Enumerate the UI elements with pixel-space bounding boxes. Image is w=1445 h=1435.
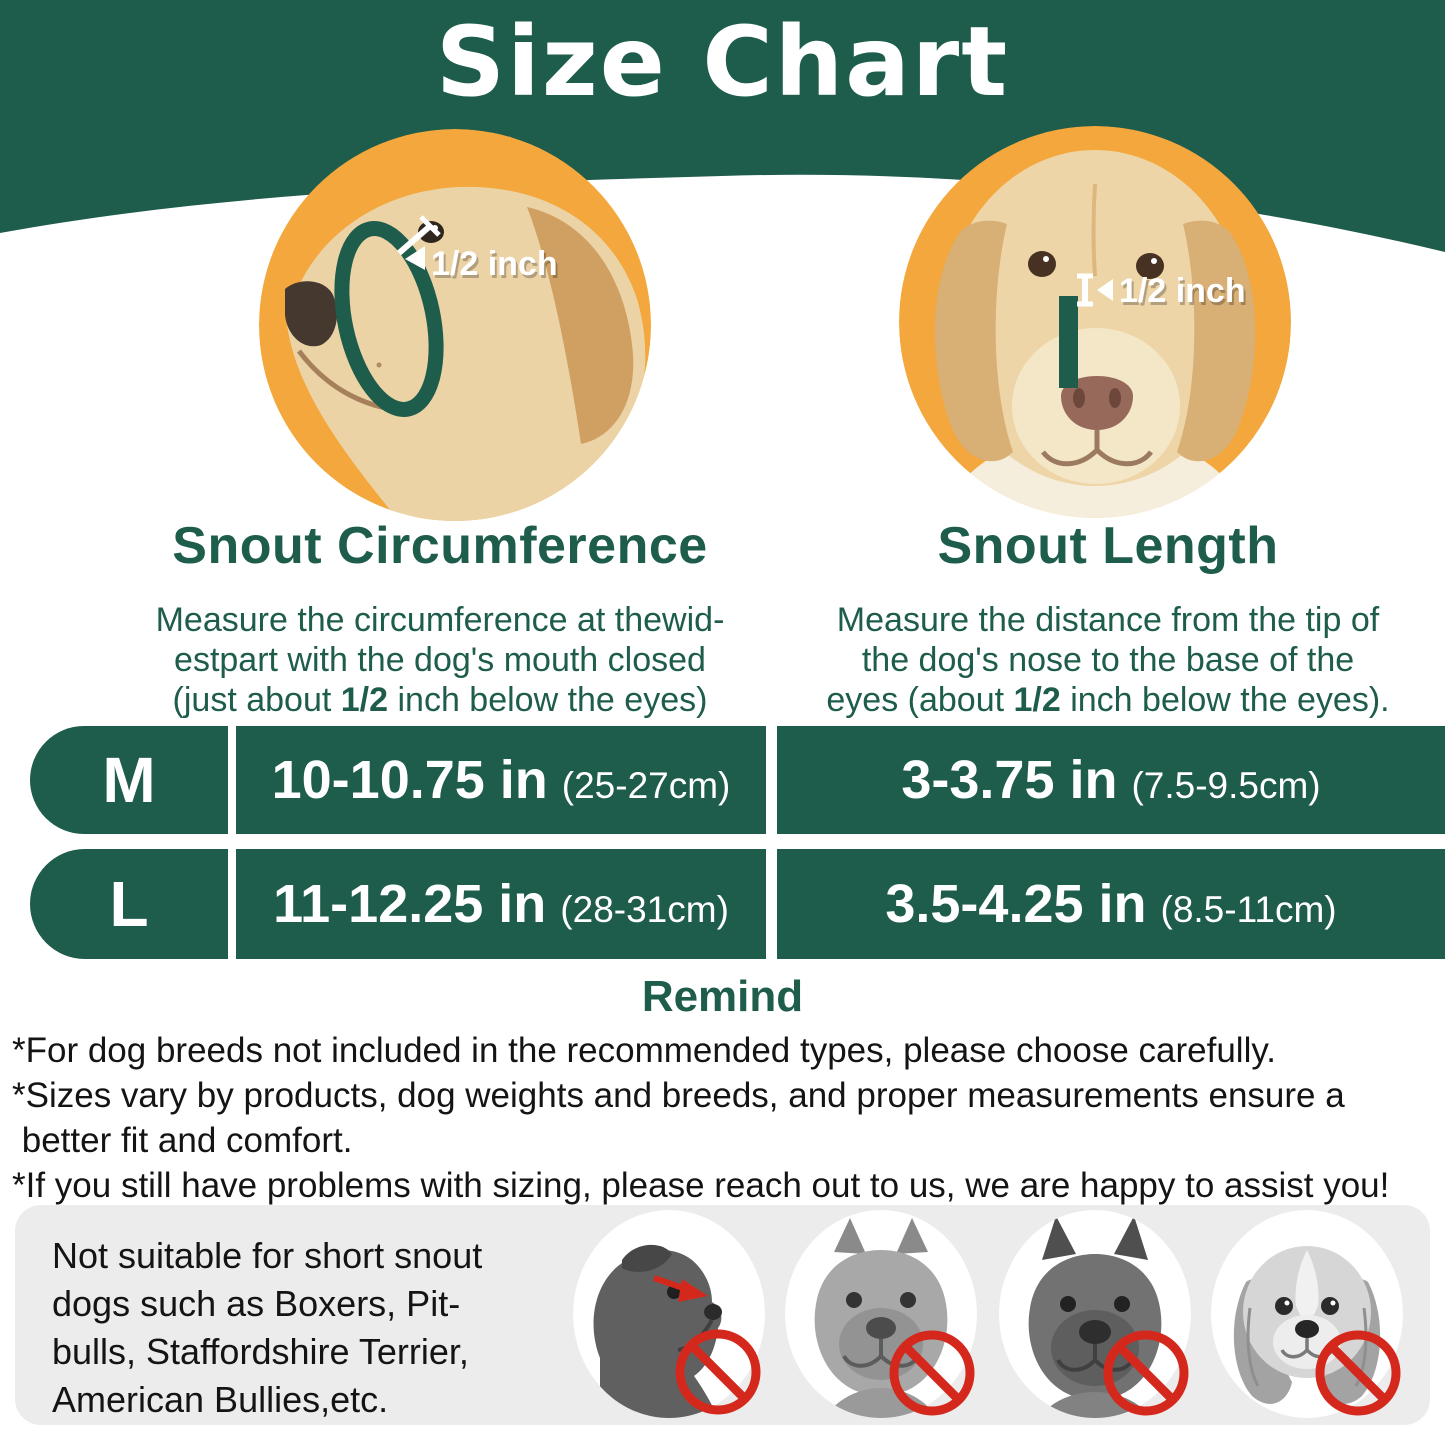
- remind-note-line: *If you still have problems with sizing,…: [12, 1166, 1390, 1205]
- dog-ear: [527, 207, 634, 444]
- notice-line: American Bullies,etc.: [52, 1379, 389, 1420]
- snout-length-heading: Snout Length: [937, 517, 1279, 575]
- snout-length-figure-icon: 1/2 inch 1/2 inch: [899, 126, 1291, 518]
- measuring-ring-icon: [334, 221, 444, 417]
- length-value-cm: (8.5-11cm): [1160, 889, 1337, 930]
- size-l-length-cell: 3.5-4.25 in (8.5-11cm): [777, 849, 1445, 959]
- dog-left-ear: [934, 220, 1013, 462]
- left-arrowhead-icon: [405, 246, 425, 270]
- measuring-bar-icon: [1059, 296, 1078, 388]
- boxer-short-snout-icon: [573, 1210, 765, 1418]
- circumference-value-cm: (28-31cm): [560, 889, 729, 930]
- length-value-inches: 3.5-4.25 in: [885, 874, 1147, 934]
- remind-note-line: better fit and comfort.: [12, 1121, 353, 1160]
- cavalier-spaniel-icon: [1211, 1210, 1403, 1418]
- page-title: Size Chart: [435, 6, 1010, 118]
- notice-line: dogs such as Boxers, Pit-: [52, 1283, 461, 1324]
- circumference-value-cm: (25-27cm): [561, 765, 731, 806]
- snout-circumference-heading: Snout Circumference: [172, 517, 708, 575]
- notice-line: Not suitable for short snout: [52, 1235, 483, 1276]
- staffordshire-terrier-icon: [999, 1210, 1191, 1418]
- not-suitable-text: Not suitable for short snout dogs such a…: [52, 1232, 572, 1424]
- table-row-size-l: L 11-12.25 in (28-31cm) 3.5-4.25 in (8.5-1…: [0, 849, 1445, 959]
- dog-nose: [285, 281, 337, 347]
- annotation-shadow: 1/2 inch: [433, 248, 560, 286]
- table-row-size-m: M 10-10.75 in (25-27cm) 3-3.75 in (7.5-9.5…: [0, 726, 1445, 834]
- remind-note-line: *Sizes vary by products, dog weights and…: [12, 1076, 1345, 1115]
- dog-eye: [1028, 251, 1056, 277]
- remind-notes: *For dog breeds not included in the reco…: [12, 1028, 1440, 1208]
- pitbull-icon: [785, 1210, 977, 1418]
- snout-circumference-description: Measure the circumference at thewid- est…: [155, 601, 725, 719]
- prohibition-icon: [889, 1330, 975, 1416]
- prohibition-icon: [1315, 1330, 1401, 1416]
- snout-circumference-figure-icon: 1/2 inch 1/2 inch: [259, 129, 651, 521]
- remind-heading: Remind: [641, 972, 804, 1021]
- size-m-circumference-cell: M 10-10.75 in (25-27cm): [30, 726, 766, 834]
- dog-right-ear: [1177, 220, 1256, 462]
- snout-length-description: Measure the distance from the tip of the…: [826, 601, 1390, 719]
- size-m-length-cell: 3-3.75 in (7.5-9.5cm): [777, 726, 1445, 834]
- size-label-m: M: [102, 744, 156, 816]
- size-label-l: L: [109, 868, 149, 940]
- half-inch-annotation: 1/2 inch: [431, 245, 558, 283]
- length-value-cm: (7.5-9.5cm): [1131, 765, 1321, 806]
- prohibition-icon: [1103, 1330, 1189, 1416]
- remind-note-line: *For dog breeds not included in the reco…: [12, 1031, 1276, 1070]
- half-inch-annotation: 1/2 inch: [1119, 272, 1246, 310]
- dog-eye: [1136, 253, 1164, 279]
- prohibition-icon: [675, 1329, 761, 1415]
- cell-divider: [228, 726, 236, 834]
- left-arrowhead-icon: [1097, 279, 1113, 301]
- circumference-value-inches: 11-12.25 in: [273, 874, 547, 934]
- annotation-shadow: 1/2 inch: [1121, 275, 1248, 313]
- cell-divider: [228, 849, 236, 959]
- length-value-inches: 3-3.75 in: [901, 750, 1118, 810]
- size-l-circumference-cell: L 11-12.25 in (28-31cm): [30, 849, 766, 959]
- circumference-value-inches: 10-10.75 in: [271, 750, 548, 810]
- notice-line: bulls, Staffordshire Terrier,: [52, 1331, 469, 1372]
